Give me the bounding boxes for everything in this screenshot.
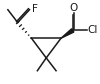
- Text: F: F: [32, 4, 38, 14]
- Text: O: O: [70, 3, 78, 13]
- Polygon shape: [61, 29, 74, 38]
- Text: Cl: Cl: [88, 25, 98, 35]
